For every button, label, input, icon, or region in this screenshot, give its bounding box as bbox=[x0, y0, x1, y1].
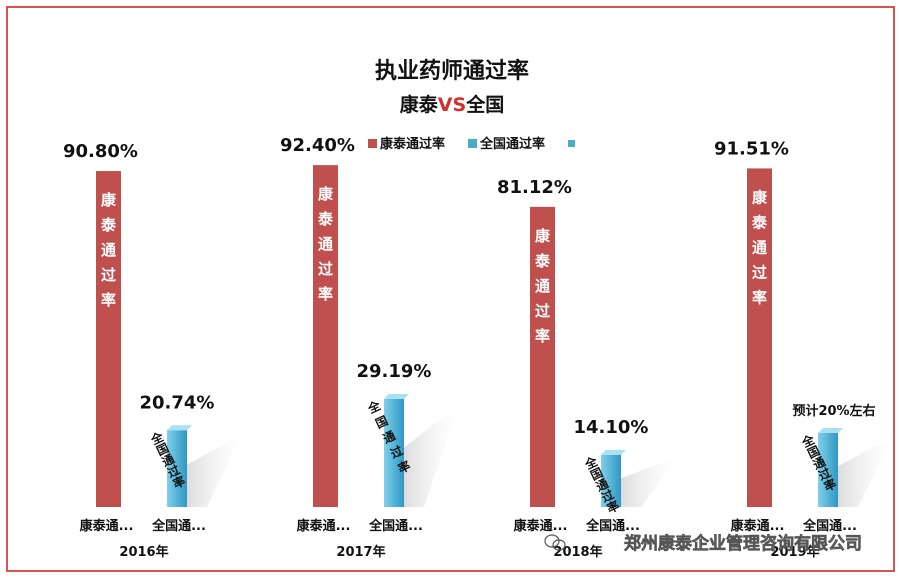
watermark-text: 郑州康泰企业管理咨询有限公司 bbox=[624, 533, 862, 554]
axis-label-national-0: 全国通... bbox=[151, 518, 206, 534]
bar-national-0 bbox=[167, 430, 187, 507]
value-label-national-0: 20.74% bbox=[140, 392, 215, 413]
chart-frame bbox=[6, 6, 895, 572]
bar-text-national-2-3: 过 bbox=[599, 486, 616, 505]
legend-label-kangtai: 康泰通过率 bbox=[380, 136, 445, 152]
bar-text-kangtai-1-2: 通 bbox=[318, 235, 333, 253]
legend-label-national: 全国通过率 bbox=[479, 136, 545, 152]
bar-national-3 bbox=[818, 433, 838, 507]
value-label-national-3: 预计20%左右 bbox=[792, 403, 875, 419]
bar-text-national-3-4: 率 bbox=[821, 476, 838, 495]
bar-text-kangtai-0-3: 过 bbox=[101, 266, 116, 284]
bar-text-national-0-4: 率 bbox=[170, 473, 187, 492]
bar-text-national-1-3: 过 bbox=[388, 443, 405, 462]
legend-swatch-national bbox=[468, 139, 477, 148]
bar-text-kangtai-0-4: 率 bbox=[101, 291, 116, 309]
bar-text-national-3-1: 国 bbox=[805, 443, 822, 461]
bar-text-national-3-3: 过 bbox=[816, 465, 833, 484]
legend-swatch-kangtai bbox=[368, 139, 377, 148]
axis-label-kangtai-1: 康泰通... bbox=[297, 518, 351, 534]
legend-marker-end bbox=[568, 140, 575, 147]
legend: 康泰通过率 全国通过率 bbox=[368, 136, 575, 152]
bar-text-kangtai-3-4: 率 bbox=[752, 288, 767, 306]
axis-label-national-3: 全国通... bbox=[802, 518, 857, 534]
year-label-2: 2018年 bbox=[553, 544, 602, 560]
value-label-national-1: 29.19% bbox=[357, 361, 432, 382]
subtitle-suffix: 全国 bbox=[465, 93, 504, 116]
bar-text-national-3-2: 通 bbox=[810, 454, 827, 473]
bar-kangtai-2 bbox=[530, 206, 555, 507]
axis-label-national-2: 全国通... bbox=[585, 518, 640, 534]
bar-top-national-0 bbox=[167, 425, 192, 431]
bar-text-national-1-2: 通 bbox=[380, 428, 397, 447]
bar-text-kangtai-2-4: 率 bbox=[535, 327, 550, 345]
bar-text-kangtai-1-3: 过 bbox=[318, 260, 333, 278]
year-label-1: 2017年 bbox=[336, 544, 385, 560]
bar-text-national-1-0: 全 bbox=[365, 397, 384, 417]
bar-text-national-0-2: 通 bbox=[159, 451, 176, 470]
value-label-kangtai-1: 92.40% bbox=[280, 135, 355, 156]
chart-subtitle: 康泰VS全国 bbox=[400, 93, 504, 116]
bar-shadow-national-3 bbox=[838, 436, 893, 507]
bar-text-national-2-1: 国 bbox=[588, 465, 605, 483]
value-label-national-2: 14.10% bbox=[574, 417, 649, 438]
bar-text-kangtai-2-1: 泰 bbox=[534, 252, 551, 270]
axis-label-kangtai-0: 康泰通... bbox=[80, 518, 134, 534]
bar-text-kangtai-3-1: 泰 bbox=[751, 213, 768, 231]
bar-text-kangtai-1-0: 康 bbox=[318, 185, 334, 203]
value-label-kangtai-2: 81.12% bbox=[497, 177, 572, 198]
bar-shadow-national-2 bbox=[621, 457, 676, 507]
bar-top-national-3 bbox=[818, 428, 843, 433]
subtitle-prefix: 康泰 bbox=[400, 93, 439, 116]
bar-kangtai-0 bbox=[96, 171, 121, 508]
bar-text-kangtai-2-2: 通 bbox=[535, 277, 550, 295]
bar-text-kangtai-3-0: 康 bbox=[752, 188, 768, 206]
bar-text-kangtai-0-1: 泰 bbox=[100, 216, 117, 234]
bar-kangtai-1 bbox=[313, 165, 338, 507]
bar-shadow-national-0 bbox=[187, 434, 242, 507]
axis-label-national-1: 全国通... bbox=[368, 518, 423, 534]
bar-text-kangtai-3-2: 通 bbox=[752, 238, 767, 256]
axis-label-kangtai-2: 康泰通... bbox=[514, 518, 568, 534]
bar-top-national-1 bbox=[384, 393, 409, 399]
value-label-kangtai-3: 91.51% bbox=[714, 138, 789, 159]
chart-title: 执业药师通过率 bbox=[375, 58, 529, 84]
bar-national-1 bbox=[384, 398, 404, 507]
bar-text-kangtai-2-3: 过 bbox=[535, 302, 550, 320]
wechat-icon bbox=[544, 534, 566, 551]
year-label-0: 2016年 bbox=[119, 544, 168, 560]
subtitle-vs: VS bbox=[438, 94, 466, 116]
bar-text-national-0-1: 国 bbox=[154, 441, 171, 459]
bar-text-national-1-1: 国 bbox=[373, 413, 390, 431]
value-label-kangtai-0: 90.80% bbox=[63, 141, 138, 162]
bar-text-kangtai-1-1: 泰 bbox=[317, 210, 334, 228]
bar-text-national-0-3: 过 bbox=[165, 462, 182, 481]
bar-text-kangtai-0-2: 通 bbox=[101, 241, 116, 259]
bar-kangtai-3 bbox=[747, 168, 772, 507]
year-label-3: 2019年 bbox=[770, 544, 819, 560]
axis-label-kangtai-3: 康泰通... bbox=[731, 518, 785, 534]
bar-text-national-2-2: 通 bbox=[593, 475, 610, 494]
bar-text-national-1-4: 率 bbox=[395, 458, 412, 477]
bar-text-national-2-4: 率 bbox=[604, 497, 621, 516]
bar-top-national-2 bbox=[601, 449, 626, 455]
bar-text-kangtai-1-4: 率 bbox=[318, 285, 333, 303]
bar-text-kangtai-3-3: 过 bbox=[752, 263, 767, 281]
bar-shadow-national-1 bbox=[404, 404, 459, 507]
bar-text-kangtai-0-0: 康 bbox=[101, 191, 117, 209]
bar-national-2 bbox=[601, 454, 621, 507]
bar-text-kangtai-2-0: 康 bbox=[535, 227, 551, 245]
